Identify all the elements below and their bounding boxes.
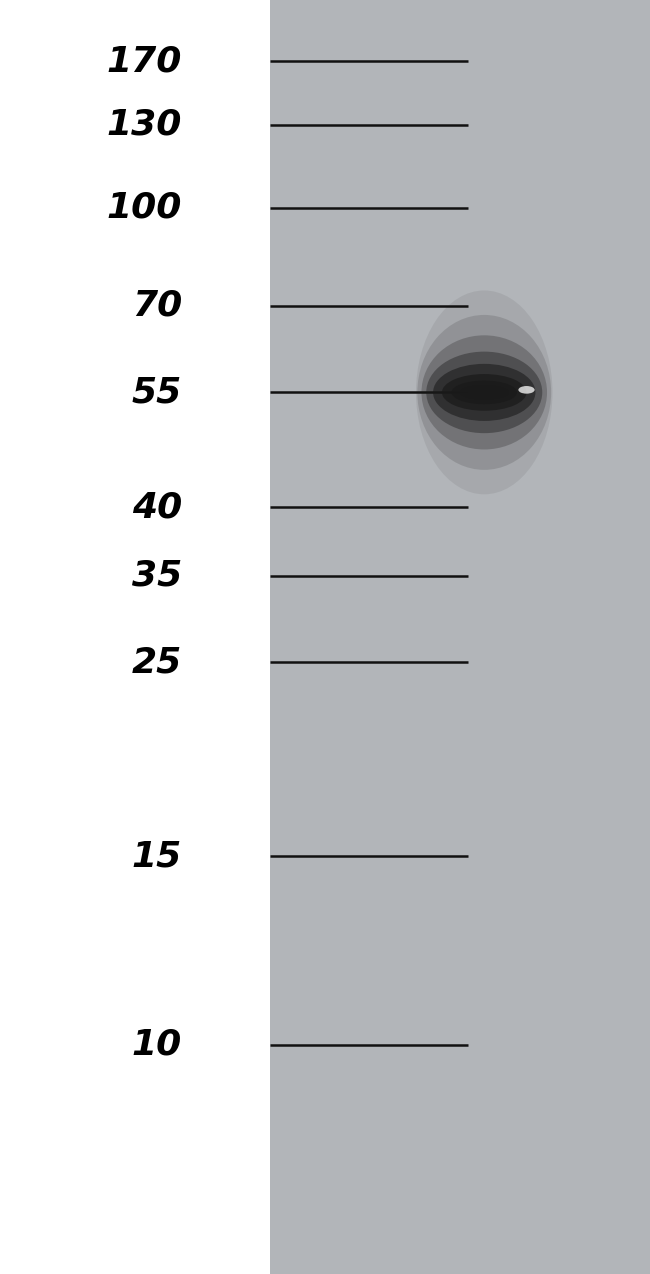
Ellipse shape xyxy=(519,386,534,394)
Text: 10: 10 xyxy=(132,1028,182,1061)
Text: 70: 70 xyxy=(132,289,182,322)
Text: 100: 100 xyxy=(107,191,182,224)
Text: 170: 170 xyxy=(107,45,182,78)
Ellipse shape xyxy=(416,290,552,494)
Text: 130: 130 xyxy=(107,108,182,141)
Text: 40: 40 xyxy=(132,490,182,524)
Ellipse shape xyxy=(452,381,517,404)
Ellipse shape xyxy=(467,389,501,396)
Text: 25: 25 xyxy=(132,646,182,679)
Text: 15: 15 xyxy=(132,840,182,873)
Ellipse shape xyxy=(442,375,526,410)
Ellipse shape xyxy=(460,385,509,400)
Bar xyxy=(270,0,650,1274)
Ellipse shape xyxy=(417,315,551,470)
Text: 55: 55 xyxy=(132,376,182,409)
Text: 35: 35 xyxy=(132,559,182,592)
Ellipse shape xyxy=(421,335,547,450)
Ellipse shape xyxy=(426,352,542,433)
Ellipse shape xyxy=(433,364,536,420)
